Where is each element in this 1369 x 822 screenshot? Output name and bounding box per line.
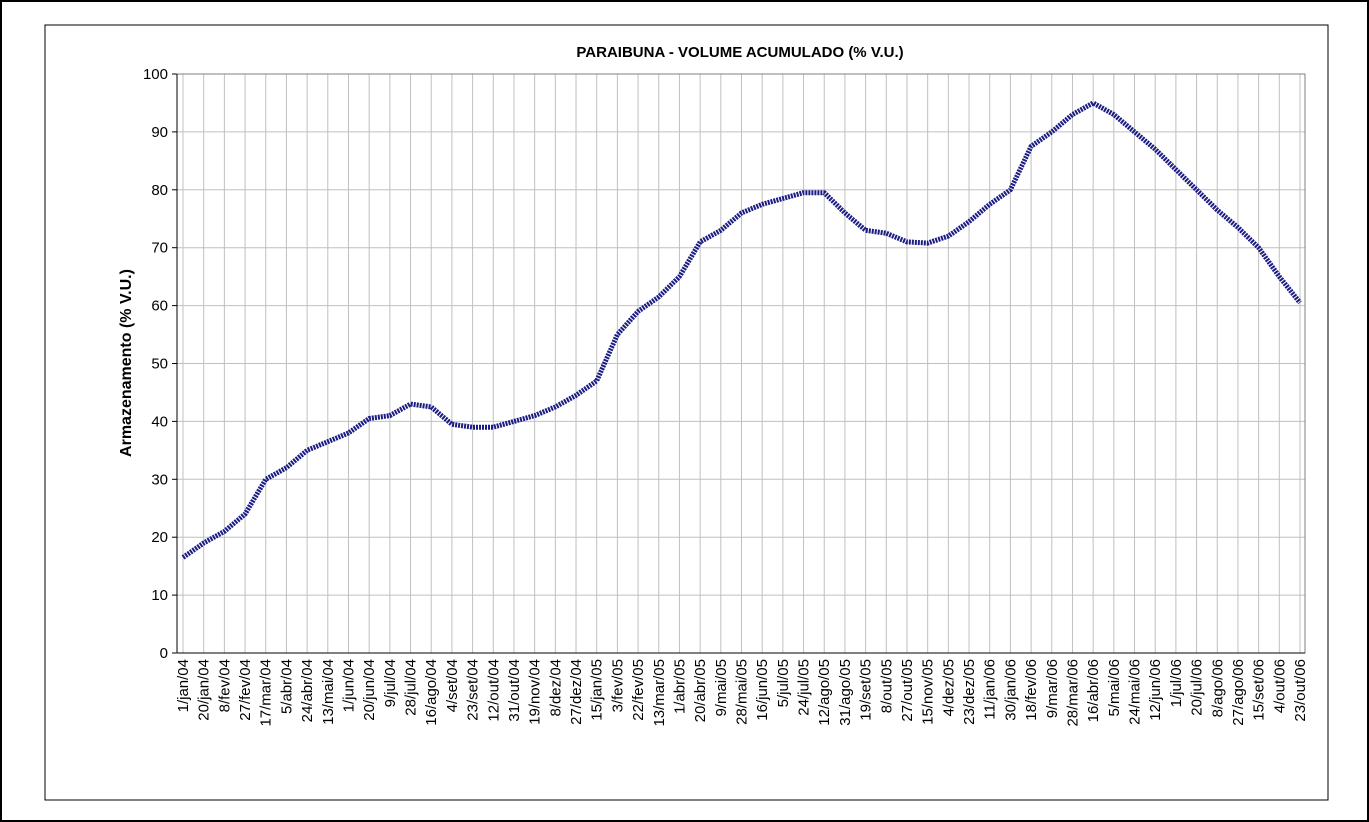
data-line xyxy=(181,100,1302,560)
y-tick-label: 10 xyxy=(151,587,168,604)
x-tick-label: 31/out/04 xyxy=(506,659,523,722)
y-tick-label: 60 xyxy=(151,298,168,315)
x-tick-label: 12/out/04 xyxy=(485,659,502,722)
x-tick-label: 19/nov/04 xyxy=(527,659,544,725)
x-tick-label: 9/mai/05 xyxy=(713,659,730,717)
chart-title: PARAIBUNA - VOLUME ACUMULADO (% V.U.) xyxy=(576,44,903,61)
x-tick-label: 13/mai/04 xyxy=(320,659,337,725)
x-tick-label: 5/abr/04 xyxy=(278,659,295,714)
x-tick-label: 1/abr/05 xyxy=(671,659,688,714)
x-tick-label: 19/set/05 xyxy=(858,659,875,721)
x-tick-label: 27/dez/04 xyxy=(568,659,585,725)
y-tick-label: 0 xyxy=(160,645,168,662)
x-tick-label: 8/out/05 xyxy=(878,659,895,713)
y-tick-label: 70 xyxy=(151,240,168,257)
x-tick-label: 31/ago/05 xyxy=(837,659,854,726)
x-tick-label: 9/jul/04 xyxy=(382,659,399,707)
y-tick-label: 40 xyxy=(151,413,168,430)
x-tick-label: 20/jul/06 xyxy=(1189,659,1206,716)
x-tick-label: 20/jun/04 xyxy=(361,659,378,721)
y-tick-label: 90 xyxy=(151,124,168,141)
y-tick-label: 30 xyxy=(151,471,168,488)
x-tick-label: 28/jul/04 xyxy=(403,659,420,716)
x-tick-label: 23/dez/05 xyxy=(961,659,978,725)
x-tick-label: 15/nov/05 xyxy=(920,659,937,725)
x-tick-label: 1/jun/04 xyxy=(340,659,357,712)
x-tick-label: 20/jan/04 xyxy=(196,659,213,721)
x-tick-label: 12/ago/05 xyxy=(816,659,833,726)
x-tick-label: 5/mai/06 xyxy=(1106,659,1123,717)
x-tick-label: 28/mar/06 xyxy=(1064,659,1081,727)
x-tick-label: 4/set/04 xyxy=(444,659,461,712)
x-tick-label: 13/mar/05 xyxy=(651,659,668,727)
x-tick-label: 15/set/06 xyxy=(1251,659,1268,721)
x-tick-label: 9/mar/06 xyxy=(1044,659,1061,718)
x-tick-label: 27/ago/06 xyxy=(1230,659,1247,726)
x-tick-label: 16/jun/05 xyxy=(754,659,771,721)
x-tick-label: 4/out/06 xyxy=(1271,659,1288,713)
x-tick-label: 1/jul/06 xyxy=(1168,659,1185,707)
y-axis-label: Armazenamento (% V.U.) xyxy=(118,269,135,457)
x-tick-label: 24/mai/06 xyxy=(1127,659,1144,725)
x-tick-label: 28/mai/05 xyxy=(734,659,751,725)
x-tick-label: 24/abr/04 xyxy=(299,659,316,722)
x-tick-label: 8/fev/04 xyxy=(216,659,233,712)
x-tick-label: 23/out/06 xyxy=(1292,659,1309,722)
x-tick-label: 8/dez/04 xyxy=(547,659,564,717)
x-tick-label: 17/mar/04 xyxy=(258,659,275,727)
x-tick-label: 22/fev/05 xyxy=(630,659,647,721)
y-tick-label: 50 xyxy=(151,356,168,373)
x-tick-label: 12/jun/06 xyxy=(1147,659,1164,721)
x-tick-label: 27/out/05 xyxy=(899,659,916,722)
y-tick-label: 80 xyxy=(151,182,168,199)
y-tick-label: 100 xyxy=(143,66,168,83)
x-tick-label: 16/ago/04 xyxy=(423,659,440,726)
x-tick-label: 3/fev/05 xyxy=(609,659,626,712)
x-tick-label: 4/dez/05 xyxy=(940,659,957,717)
x-tick-label: 16/abr/06 xyxy=(1085,659,1102,722)
x-tick-label: 30/jan/06 xyxy=(1002,659,1019,721)
x-tick-label: 8/ago/06 xyxy=(1209,659,1226,717)
x-tick-label: 20/abr/05 xyxy=(692,659,709,722)
x-tick-label: 15/jan/05 xyxy=(589,659,606,721)
x-tick-label: 5/jul/05 xyxy=(775,659,792,707)
x-tick-label: 1/jan/04 xyxy=(175,659,192,712)
x-tick-label: 27/fev/04 xyxy=(237,659,254,721)
x-tick-label: 23/set/04 xyxy=(465,659,482,721)
x-tick-label: 18/fev/06 xyxy=(1023,659,1040,721)
x-tick-label: 11/jan/06 xyxy=(982,659,999,720)
x-tick-label: 24/jul/05 xyxy=(796,659,813,716)
y-tick-label: 20 xyxy=(151,529,168,546)
